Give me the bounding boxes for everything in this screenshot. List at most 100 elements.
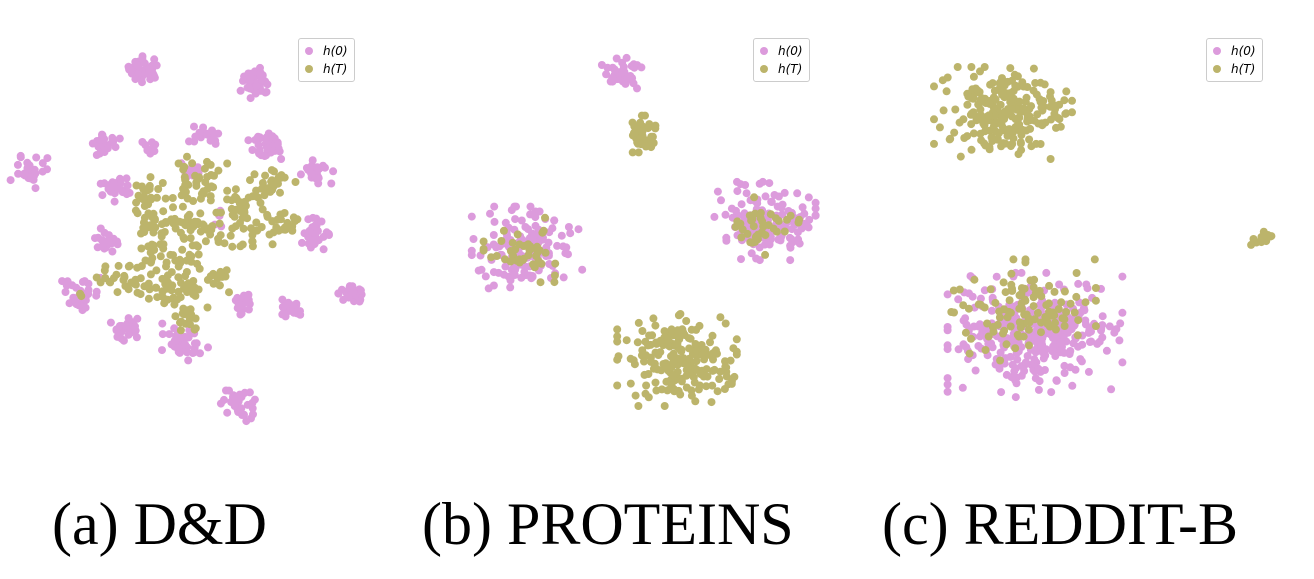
scatter-point: [999, 329, 1007, 338]
scatter-point: [1071, 365, 1080, 374]
scatter-point: [43, 154, 52, 163]
scatter-point: [306, 163, 315, 172]
scatter-point: [517, 216, 526, 225]
scatter-point: [969, 129, 978, 138]
scatter-point: [998, 90, 1007, 99]
scatter-point: [636, 118, 645, 127]
scatter-point: [192, 339, 201, 348]
scatter-point: [186, 234, 195, 243]
scatter-point: [138, 182, 146, 191]
scatter-point: [943, 387, 952, 396]
legend-marker-hT: [1213, 65, 1221, 73]
scatter-point: [756, 208, 765, 217]
scatter-point: [961, 328, 970, 337]
scatter-point: [752, 232, 761, 241]
scatter-point: [1008, 338, 1017, 347]
scatter-point: [672, 339, 681, 348]
scatter-point: [634, 402, 643, 410]
scatter-point: [1029, 302, 1038, 311]
scatter-point: [146, 173, 155, 182]
scatter-point: [201, 237, 210, 246]
scatter-point: [479, 246, 488, 255]
scatter-point: [1034, 385, 1043, 394]
scatter-point: [1115, 336, 1124, 345]
scatter-point: [986, 285, 995, 294]
scatter-point: [113, 240, 122, 249]
scatter-point: [1040, 80, 1049, 89]
scatter-point: [641, 389, 650, 398]
scatter-point: [113, 288, 122, 297]
legend-item-hT: h(T): [760, 60, 803, 78]
scatter-point: [508, 238, 517, 247]
scatter-point: [630, 128, 639, 137]
scatter-point: [1051, 325, 1060, 334]
scatter-point: [203, 303, 212, 312]
legend-dd: h(0) h(T): [298, 38, 355, 82]
scatter-point: [1060, 369, 1069, 377]
scatter-point: [145, 64, 154, 73]
scatter-point: [467, 212, 476, 221]
legend-marker-hT: [305, 65, 313, 73]
scatter-point: [96, 224, 105, 233]
scatter-point: [291, 178, 300, 186]
scatter-point: [691, 340, 700, 348]
scatter-point: [550, 216, 559, 225]
legend-item-hT: h(T): [305, 60, 348, 78]
scatter-point: [111, 143, 120, 152]
scatter-point: [232, 194, 241, 203]
scatter-point: [967, 120, 976, 129]
scatter-point: [196, 227, 205, 236]
scatter-point: [1001, 288, 1010, 297]
scatter-point: [667, 325, 676, 334]
scatter-point: [246, 176, 254, 185]
scatter-point: [935, 123, 944, 132]
scatter-point: [780, 227, 789, 236]
legend-label-hT: h(T): [323, 62, 348, 76]
scatter-point: [713, 187, 722, 196]
scatter-point: [254, 132, 262, 141]
legend-item-h0: h(0): [305, 42, 348, 60]
scatter-point: [501, 262, 510, 271]
scatter-point: [550, 278, 559, 287]
scatter-point: [252, 186, 261, 195]
scatter-point: [520, 268, 529, 276]
scatter-point: [131, 322, 139, 331]
scatter-point: [215, 219, 224, 228]
scatter-point: [148, 254, 157, 263]
scatter-point: [651, 378, 660, 387]
scatter-point: [634, 148, 643, 157]
scatter-point: [268, 217, 277, 226]
scatter-point: [252, 81, 261, 90]
scatter-point: [511, 215, 520, 224]
scatter-point: [1021, 358, 1030, 367]
scatter-point: [146, 270, 155, 279]
scatter-point: [499, 226, 508, 235]
scatter-point: [553, 241, 562, 250]
scatter-point: [1060, 348, 1069, 357]
scatter-point: [281, 312, 290, 321]
scatter-point: [1081, 316, 1090, 325]
scatter-point: [955, 118, 964, 127]
scatter-point: [641, 111, 649, 120]
scatter-point: [753, 199, 762, 208]
scatter-point: [765, 179, 774, 188]
scatter-point: [1013, 72, 1022, 81]
scatter-point: [93, 243, 102, 252]
scatter-point: [551, 259, 560, 268]
scatter-point: [110, 179, 118, 188]
scatter-point: [1033, 308, 1042, 317]
scatter-point: [249, 410, 257, 419]
scatter-point: [515, 258, 524, 267]
scatter-point: [559, 273, 568, 282]
scatter-point: [942, 87, 951, 96]
scatter-point: [536, 278, 545, 287]
scatter-point: [180, 234, 189, 243]
scatter-point: [1062, 87, 1071, 96]
scatter-point: [951, 105, 960, 114]
scatter-point: [626, 354, 635, 363]
scatter-point: [474, 266, 483, 275]
scatter-point: [124, 285, 133, 294]
scatter-point: [275, 172, 284, 181]
scatter-point: [268, 240, 277, 249]
scatter-point: [191, 324, 200, 333]
